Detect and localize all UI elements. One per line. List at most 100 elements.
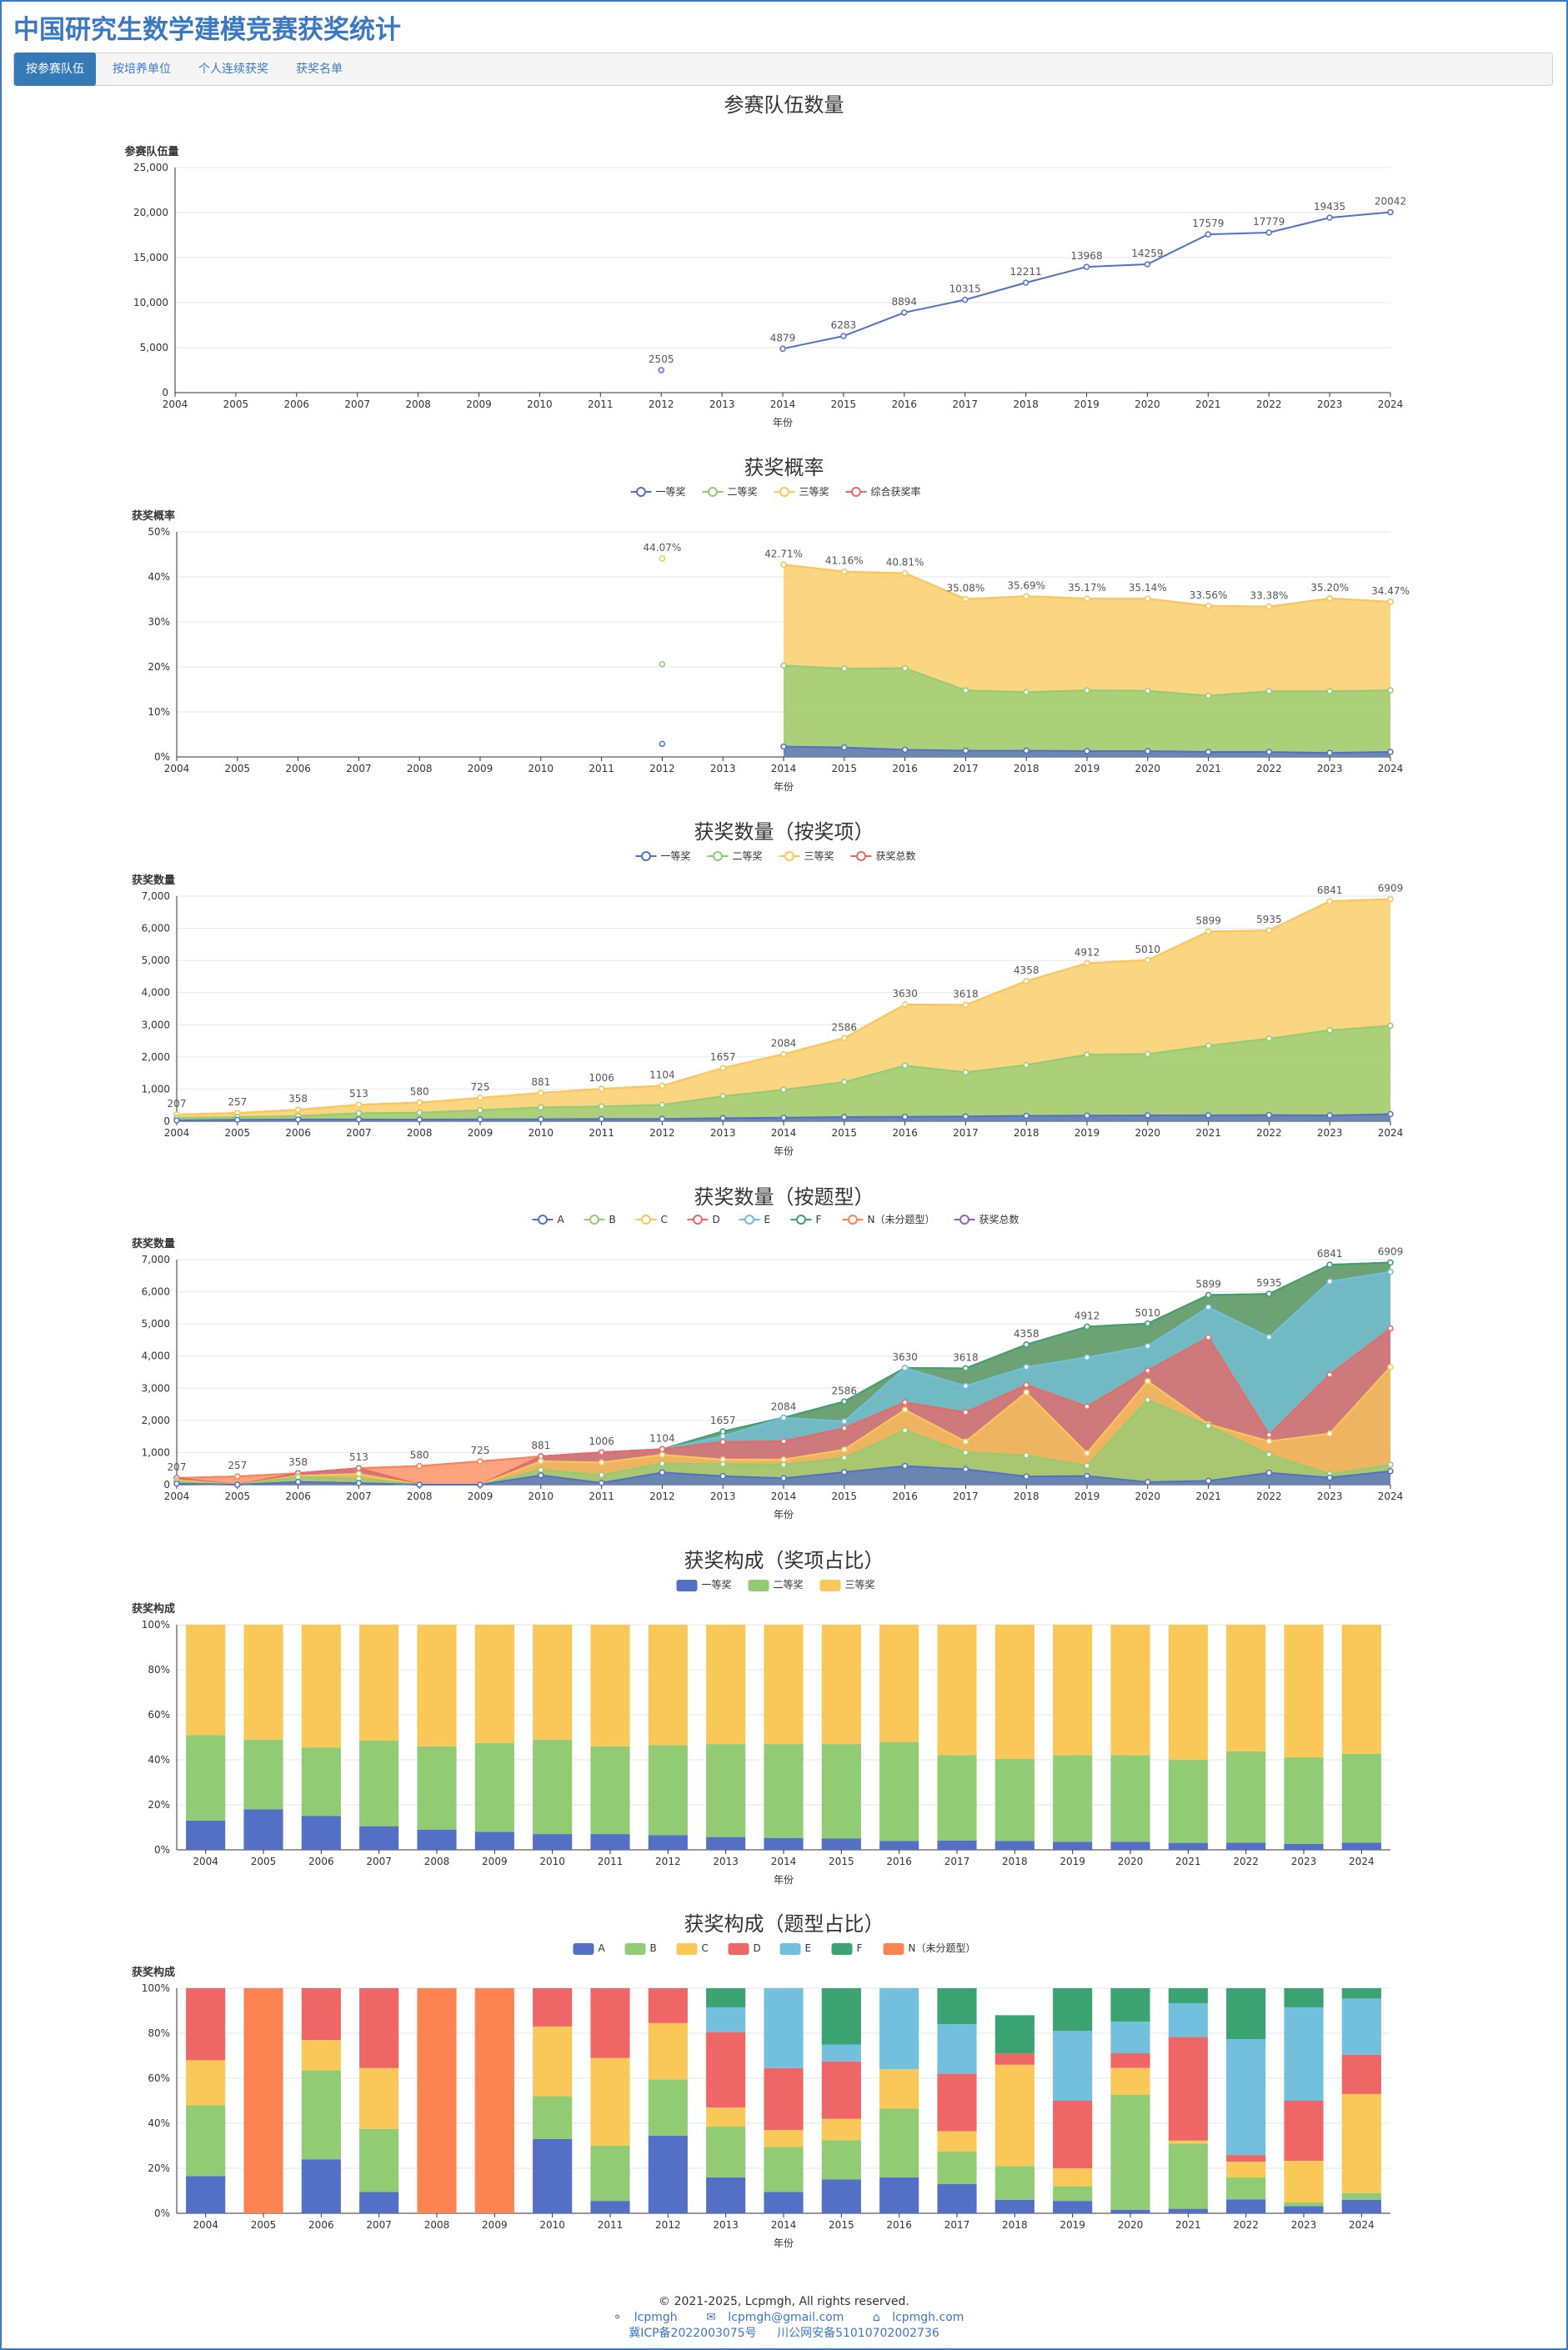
- bar-segment: [243, 1625, 283, 1740]
- data-point: [477, 1481, 483, 1488]
- data-label: 3618: [953, 1351, 979, 1363]
- data-point: [658, 367, 664, 373]
- data-point: [1387, 1461, 1394, 1468]
- x-tick-label: 2014: [771, 1127, 797, 1139]
- data-point: [779, 345, 786, 353]
- data-point: [1084, 595, 1090, 602]
- bar-segment: [648, 1745, 688, 1836]
- data-point: [1023, 1112, 1029, 1120]
- y-tick-label: 20%: [148, 2162, 170, 2174]
- x-tick-label: 2012: [649, 398, 674, 410]
- data-point: [1145, 1320, 1151, 1327]
- github-link[interactable]: lcpmgh: [634, 2311, 678, 2324]
- icp-link[interactable]: 冀ICP备2022003075号: [629, 2327, 757, 2340]
- legend-marker: [848, 1215, 858, 1225]
- bar-segment: [186, 1625, 226, 1736]
- data-point: [962, 1449, 969, 1456]
- data-point: [780, 1461, 787, 1468]
- data-point: [841, 1114, 848, 1120]
- bar-segment: [648, 1835, 688, 1850]
- x-tick-label: 2009: [468, 1127, 493, 1139]
- x-tick-label: 2006: [308, 1856, 334, 1867]
- github-icon: ⚬: [612, 2311, 623, 2324]
- data-point: [780, 1115, 787, 1121]
- data-point: [1387, 1022, 1394, 1030]
- data-point: [1265, 1438, 1273, 1445]
- data-label: 207: [168, 1461, 187, 1473]
- x-axis-title: 年份: [774, 1509, 794, 1521]
- chart-legend: A B C D E F N（未分题型） 获奖总数: [532, 1213, 1019, 1225]
- data-point: [1265, 1111, 1273, 1119]
- bar-segment: [590, 2201, 630, 2213]
- data-point: [962, 1365, 969, 1372]
- x-tick-label: 2007: [344, 398, 370, 410]
- data-label: 35.08%: [947, 583, 985, 594]
- x-tick-label: 2022: [1256, 398, 1282, 410]
- data-point: [841, 1035, 848, 1042]
- data-point: [1084, 1403, 1090, 1411]
- data-point: [901, 1427, 909, 1434]
- data-point: [1205, 749, 1212, 755]
- data-point: [659, 1082, 666, 1090]
- email-link[interactable]: lcpmgh@gmail.com: [728, 2311, 844, 2324]
- legend-marker: [784, 851, 794, 861]
- data-point: [416, 1099, 423, 1106]
- data-point: [780, 561, 787, 569]
- legend-swatch: [676, 1580, 698, 1591]
- site-link[interactable]: lcpmgh.com: [892, 2311, 964, 2324]
- chart-title: 获奖数量（按奖项）: [694, 820, 874, 844]
- x-tick-label: 2008: [407, 763, 433, 774]
- x-tick-label: 2021: [1195, 1127, 1221, 1139]
- tab-award-list[interactable]: 获奖名单: [296, 63, 343, 76]
- bar-segment: [879, 1625, 919, 1742]
- bar-segment: [1284, 2161, 1324, 2203]
- bar-segment: [1110, 1625, 1150, 1756]
- bar-segment: [359, 1988, 399, 2068]
- tab-by-team[interactable]: 按参赛队伍: [14, 53, 96, 86]
- police-link[interactable]: 川公网安备51010702002736: [777, 2327, 939, 2340]
- data-label: 2084: [771, 1038, 797, 1050]
- data-point: [962, 1409, 969, 1416]
- data-point: [1023, 747, 1029, 754]
- bar-segment: [1341, 2199, 1381, 2213]
- data-point: [1023, 689, 1029, 695]
- data-point: [901, 1462, 909, 1470]
- data-label: 44.07%: [644, 542, 682, 554]
- x-tick-label: 2020: [1135, 398, 1160, 410]
- data-point: [1387, 1268, 1394, 1275]
- x-tick-label: 2011: [598, 2219, 624, 2231]
- bar-segment: [994, 2015, 1034, 2054]
- data-point: [1326, 1027, 1333, 1034]
- legend-label: 三等奖: [845, 1579, 875, 1591]
- bar-segment: [1226, 2199, 1266, 2213]
- x-tick-label: 2009: [482, 1856, 508, 1867]
- bar-segment: [1168, 2208, 1208, 2213]
- x-tick-label: 2019: [1074, 398, 1100, 410]
- bar-segment: [1053, 1625, 1093, 1756]
- x-tick-label: 2006: [285, 1127, 311, 1139]
- y-tick-label: 5,000: [140, 342, 168, 353]
- data-point: [1326, 1278, 1333, 1285]
- chart-legend: A B C D E F N（未分题型）: [573, 1942, 975, 1955]
- y-tick-label: 3,000: [142, 1019, 170, 1030]
- x-tick-label: 2024: [1378, 1491, 1404, 1502]
- data-point: [901, 1113, 909, 1120]
- bar-segment: [648, 1625, 688, 1746]
- bar-segment: [1053, 1988, 1093, 2032]
- bar-segment: [1053, 2201, 1093, 2213]
- data-point: [234, 1481, 241, 1488]
- data-label: 5935: [1256, 914, 1282, 925]
- bar-segment: [186, 2105, 226, 2177]
- bar-segment: [417, 1746, 457, 1830]
- data-point: [1265, 1451, 1273, 1458]
- data-point: [1145, 1479, 1151, 1486]
- data-point: [780, 743, 787, 750]
- data-point: [780, 1050, 787, 1058]
- tab-by-institution[interactable]: 按培养单位: [113, 63, 171, 76]
- data-point: [1023, 1473, 1029, 1480]
- y-tick-label: 0%: [154, 2207, 170, 2219]
- x-tick-label: 2007: [366, 1856, 392, 1867]
- data-label: 3618: [953, 988, 979, 1000]
- bar-segment: [879, 1741, 919, 1841]
- tab-consecutive-awards[interactable]: 个人连续获奖: [198, 63, 268, 76]
